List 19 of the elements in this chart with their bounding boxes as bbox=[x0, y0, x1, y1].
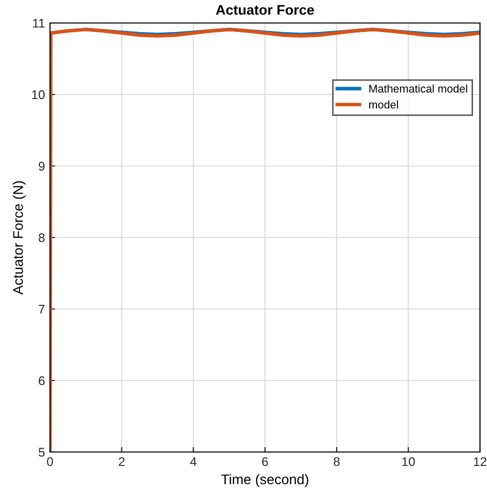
y-tick-label: 5 bbox=[38, 448, 45, 457]
x-tick-label: 2 bbox=[118, 457, 125, 466]
x-tick-label: 6 bbox=[262, 457, 268, 466]
x-tick-label: 12 bbox=[474, 457, 486, 466]
y-tick-label: 9 bbox=[38, 162, 45, 171]
x-axis-title: Time (second) bbox=[221, 474, 308, 488]
x-tick-label: 0 bbox=[47, 457, 53, 466]
y-tick-label: 8 bbox=[38, 233, 45, 242]
legend-label: Mathematical model bbox=[369, 84, 468, 93]
y-axis-title: Actuator Force (N) bbox=[12, 181, 26, 295]
x-tick-label: 4 bbox=[190, 457, 196, 466]
y-tick-label: 11 bbox=[33, 18, 45, 28]
y-tick-label: 6 bbox=[38, 376, 45, 386]
chart-title: Actuator Force bbox=[216, 5, 314, 15]
x-tick-label: 10 bbox=[402, 457, 415, 466]
y-tick-label: 7 bbox=[38, 304, 45, 314]
legend-label: model bbox=[369, 100, 398, 109]
x-tick-label: 8 bbox=[334, 457, 340, 466]
y-tick-label: 10 bbox=[32, 90, 45, 100]
